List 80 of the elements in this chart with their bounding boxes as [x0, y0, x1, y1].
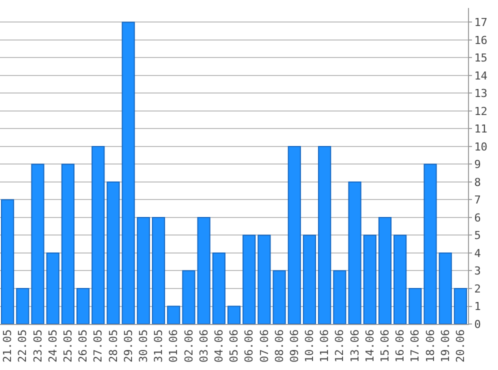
bar — [378, 216, 392, 324]
bar — [258, 234, 271, 324]
bar — [408, 288, 422, 324]
bar — [454, 288, 467, 324]
x-tick-label: 31.05 — [152, 329, 166, 363]
x-tick-label: 14.06 — [363, 329, 376, 363]
x-tick-label: 13.06 — [348, 329, 362, 363]
x-tick-label: 06.06 — [242, 329, 256, 363]
y-tick-label: 5 — [474, 229, 481, 242]
bar — [152, 216, 166, 324]
y-tick-label: 2 — [474, 282, 481, 296]
bar — [363, 234, 376, 324]
x-tick-label: 16.06 — [394, 329, 407, 363]
y-tick-label: 14 — [474, 69, 488, 82]
y-tick-label: 10 — [474, 140, 488, 154]
x-tick-label: 19.06 — [438, 329, 452, 363]
bar — [394, 234, 407, 324]
bar — [182, 270, 196, 324]
y-tick-label: 11 — [474, 122, 488, 136]
bar — [318, 146, 332, 324]
y-tick-label: 6 — [474, 211, 481, 224]
x-tick-label: 20.06 — [454, 329, 468, 363]
bar — [227, 306, 241, 324]
x-tick-label: 18.06 — [424, 329, 437, 363]
bar — [348, 181, 362, 324]
bar — [272, 270, 286, 324]
bar — [438, 252, 452, 324]
bar — [136, 216, 150, 324]
bar — [46, 252, 60, 324]
y-tick-label: 9 — [474, 158, 481, 172]
y-tick-label: 12 — [474, 104, 488, 118]
x-tick-label: 04.06 — [212, 329, 226, 363]
x-tick-label: 30.05 — [136, 329, 150, 363]
y-tick-label: 3 — [474, 264, 481, 278]
bar — [288, 146, 301, 324]
x-tick-label: 09.06 — [288, 329, 301, 363]
bar — [302, 234, 316, 324]
y-tick-label: 1 — [474, 300, 481, 314]
bar — [92, 146, 105, 324]
y-tick-label: 13 — [474, 87, 488, 100]
bar — [61, 164, 74, 324]
x-tick-label: 23.05 — [31, 329, 44, 363]
x-tick-label: 28.05 — [106, 329, 120, 363]
x-tick-label: 10.06 — [303, 329, 316, 363]
x-tick-label: 25.05 — [62, 329, 75, 363]
x-tick-label: 26.05 — [76, 329, 90, 363]
x-tick-label: 12.06 — [333, 329, 346, 363]
bar — [122, 22, 135, 324]
bar — [242, 234, 256, 324]
y-tick-label: 0 — [474, 318, 481, 331]
x-tick-label: 15.06 — [378, 329, 392, 363]
bar — [212, 252, 226, 324]
bar — [1, 199, 14, 324]
y-tick-label: 7 — [474, 194, 481, 207]
x-tick-label: 07.06 — [258, 329, 271, 363]
x-tick-label: 08.06 — [272, 329, 286, 363]
bar — [167, 306, 180, 324]
bar — [31, 164, 44, 324]
y-tick-label: 4 — [474, 246, 482, 260]
x-tick-label: 27.05 — [92, 329, 105, 363]
x-tick-label: 11.06 — [318, 329, 332, 363]
x-tick-label: 02.06 — [182, 329, 196, 363]
bar — [424, 164, 437, 324]
bar — [16, 288, 30, 324]
x-tick-label: 24.05 — [46, 329, 60, 363]
y-tick-label: 8 — [474, 176, 481, 189]
x-tick-label: 21.05 — [1, 329, 14, 363]
y-tick-label: 17 — [474, 16, 488, 30]
bar — [106, 181, 120, 324]
bar — [333, 270, 346, 324]
y-tick-label: 15 — [474, 52, 488, 65]
bar — [197, 216, 210, 324]
bar — [76, 288, 90, 324]
x-tick-label: 01.06 — [167, 329, 180, 363]
x-tick-label: 03.06 — [197, 329, 210, 363]
x-tick-label: 22.05 — [16, 329, 30, 363]
x-tick-label: 05.06 — [228, 329, 241, 363]
x-tick-label: 17.06 — [408, 329, 422, 363]
y-tick-label: 16 — [474, 34, 488, 47]
x-tick-label: 29.05 — [122, 329, 135, 363]
